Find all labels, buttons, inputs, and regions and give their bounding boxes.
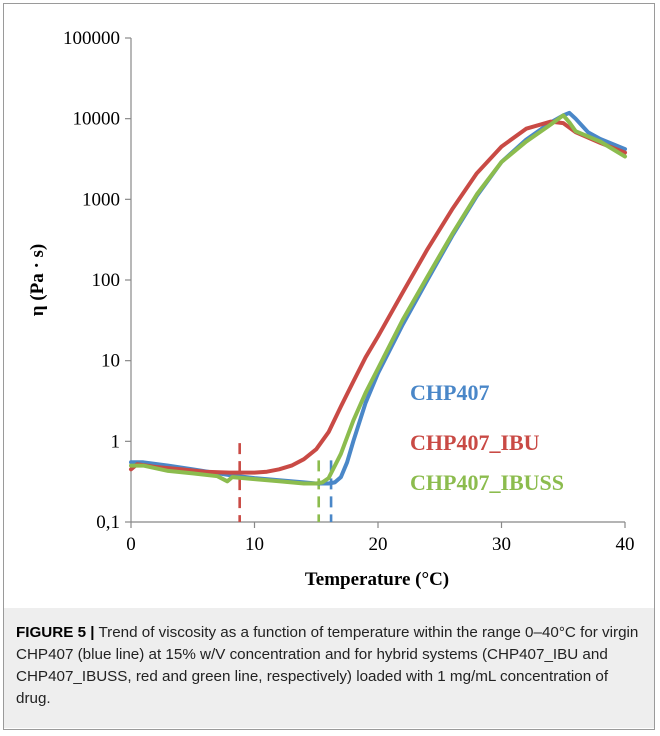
- y-tick-label: 100000: [63, 28, 120, 49]
- y-axis-title: η (Pa · s): [27, 244, 48, 317]
- figure-label: FIGURE 5 |: [16, 624, 95, 641]
- chart-series: [129, 110, 627, 486]
- legend-entry-chp407-ibu: CHP407_IBU: [410, 430, 540, 455]
- y-tick-label: 10: [101, 351, 120, 372]
- legend-entry-chp407: CHP407: [410, 380, 489, 405]
- x-tick-label: 0: [126, 534, 136, 555]
- x-tick-label: 20: [369, 534, 388, 555]
- chart-legend: CHP407 CHP407_IBU CHP407_IBUSS: [410, 380, 564, 495]
- x-tick-label: 10: [245, 534, 264, 555]
- y-tick-label: 1: [111, 431, 121, 452]
- series-line-chp407: [129, 110, 627, 486]
- y-tick-label: 0,1: [96, 512, 120, 533]
- y-tick-label: 10000: [73, 109, 121, 130]
- legend-entry-chp407-ibuss: CHP407_IBUSS: [410, 470, 564, 495]
- chart-axes: [130, 38, 625, 523]
- x-tick-label: 40: [616, 534, 635, 555]
- series-line-chp407-ibuss: [129, 113, 627, 486]
- y-tick-label: 100: [92, 270, 121, 291]
- caption-background: [4, 608, 654, 728]
- series-line-chp407-ibu: [129, 119, 627, 475]
- viscosity-chart: 0,1 1 10 100 1000 10000 100000 0 10 20 30 40 CHP407…: [27, 28, 635, 590]
- x-tick-label: 30: [492, 534, 511, 555]
- chart-ticks: 0,1 1 10 100 1000 10000 100000 0 10 20 30 40: [63, 28, 635, 555]
- y-tick-label: 1000: [82, 189, 120, 210]
- x-axis-title: Temperature (°C): [305, 569, 449, 590]
- caption-text: Trend of viscosity as a function of temp…: [16, 624, 639, 707]
- figure-caption: FIGURE 5 | Trend of viscosity as a funct…: [16, 622, 646, 710]
